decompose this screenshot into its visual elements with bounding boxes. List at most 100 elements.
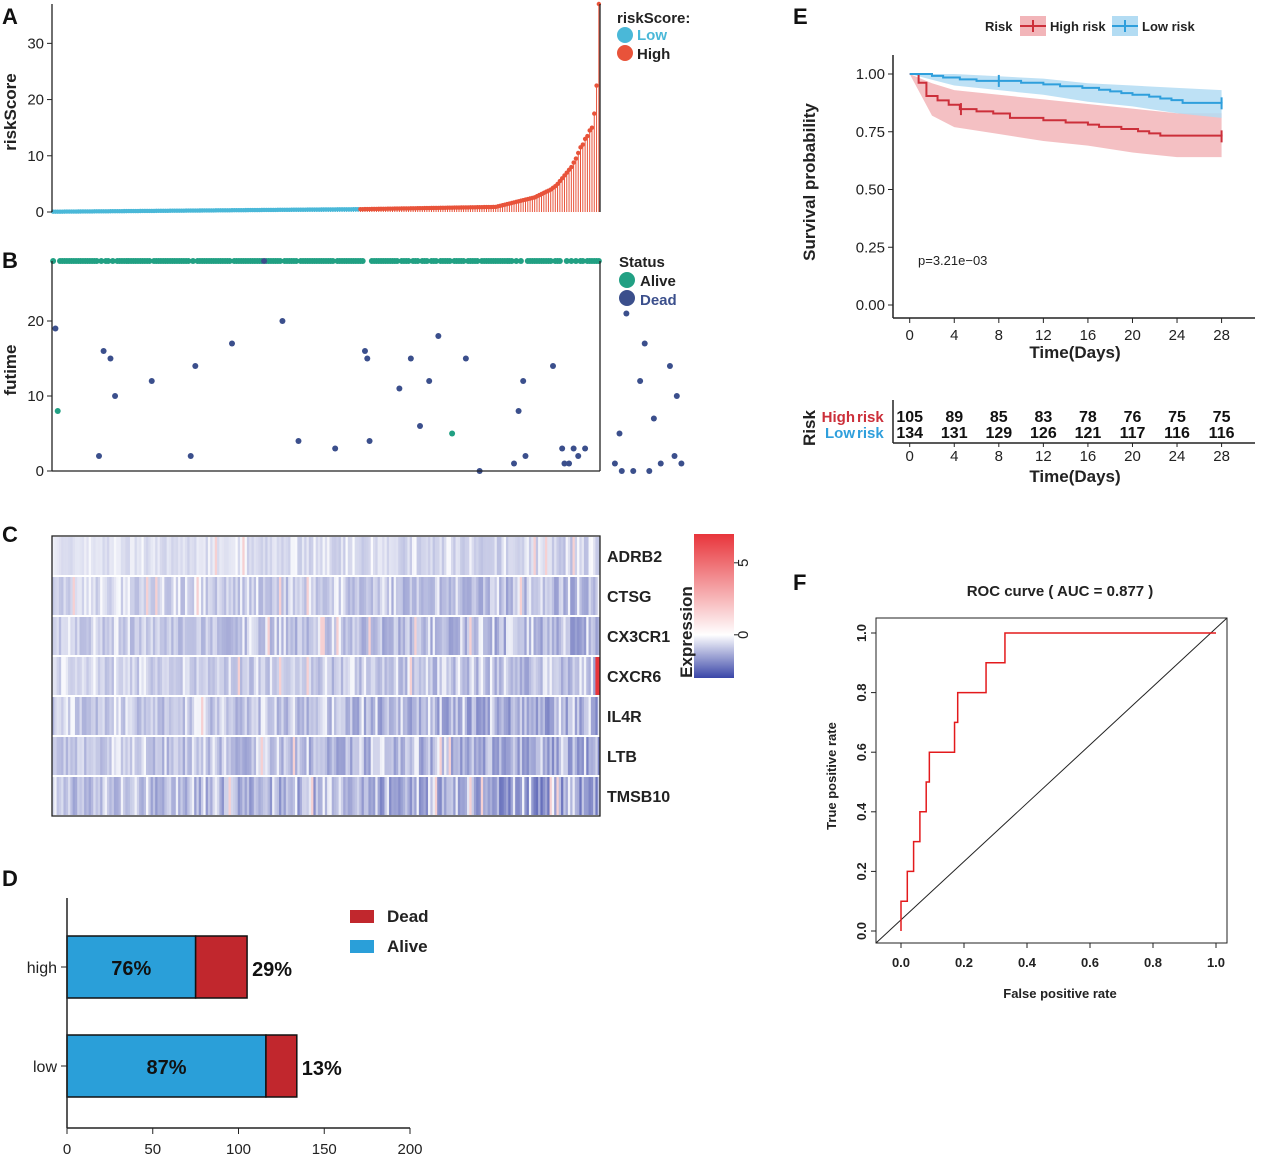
c-cell	[554, 577, 557, 615]
panel-label-e: E	[793, 4, 808, 29]
c-cell	[510, 537, 514, 575]
c-cell	[455, 657, 459, 695]
c-cell	[260, 697, 264, 735]
c-cell	[189, 537, 193, 575]
c-cell	[212, 617, 216, 655]
c-cell	[460, 657, 463, 695]
c-cell	[63, 657, 67, 695]
c-cell	[577, 577, 580, 615]
c-cell	[538, 737, 541, 775]
c-cell	[230, 777, 234, 815]
c-cell	[256, 537, 259, 575]
c-cell	[382, 697, 385, 735]
c-cell	[464, 777, 468, 815]
c-cell	[570, 777, 573, 815]
c-cell	[597, 657, 601, 695]
c-cell	[207, 777, 211, 815]
c-cell	[118, 577, 122, 615]
c-cell	[336, 737, 340, 775]
c-cell	[301, 737, 305, 775]
b-point-dead	[582, 445, 589, 452]
c-cell	[182, 537, 186, 575]
d-xtick-label: 0	[63, 1141, 71, 1158]
c-cell	[315, 537, 319, 575]
c-cell	[331, 697, 335, 735]
c-cell	[363, 617, 367, 655]
c-cell	[586, 537, 589, 575]
c-cell	[322, 697, 326, 735]
c-cell	[274, 697, 278, 735]
c-cell	[251, 577, 255, 615]
c-cell	[63, 617, 67, 655]
c-cell	[499, 737, 502, 775]
c-cell	[249, 697, 252, 735]
c-cell	[269, 537, 273, 575]
c-cell	[324, 697, 328, 735]
c-cell	[327, 697, 330, 735]
c-cell	[136, 777, 140, 815]
c-cell	[393, 537, 397, 575]
c-cell	[544, 577, 548, 615]
c-cell	[235, 697, 239, 735]
c-cell	[400, 617, 404, 655]
c-cell	[90, 537, 94, 575]
c-cell	[306, 697, 310, 735]
c-cell	[219, 617, 223, 655]
c-cell	[542, 537, 546, 575]
c-cell	[242, 737, 246, 775]
c-cell	[265, 577, 268, 615]
c-cell	[590, 617, 594, 655]
c-cell	[285, 577, 289, 615]
b-point-dead	[559, 445, 566, 452]
c-cell	[269, 657, 273, 695]
c-cell	[437, 537, 440, 575]
c-cell	[308, 537, 312, 575]
c-cell	[570, 617, 573, 655]
c-cell	[116, 737, 119, 775]
c-cell	[308, 697, 312, 735]
e-ylabel: Survival probability	[800, 103, 819, 261]
c-cell	[515, 777, 518, 815]
c-cell	[334, 537, 337, 575]
c-cell	[389, 737, 392, 775]
c-cell	[77, 577, 80, 615]
c-cell	[343, 697, 346, 735]
c-cell	[457, 657, 461, 695]
c-cell	[129, 537, 133, 575]
c-cell	[223, 617, 227, 655]
c-cell	[384, 537, 388, 575]
c-cell	[494, 657, 498, 695]
c-cell	[162, 657, 165, 695]
c-cell	[558, 697, 562, 735]
c-cell	[347, 777, 351, 815]
c-cell	[574, 657, 578, 695]
c-cell	[109, 537, 113, 575]
c-cell	[522, 537, 525, 575]
c-cell	[320, 577, 323, 615]
c-cell	[129, 657, 133, 695]
c-cell	[288, 577, 291, 615]
c-cell	[462, 697, 466, 735]
c-cell	[590, 537, 594, 575]
c-cell	[157, 657, 161, 695]
c-cell	[593, 537, 596, 575]
b-point-alive	[277, 258, 284, 264]
d-inner-label: 87%	[146, 1057, 186, 1079]
c-cell	[104, 537, 108, 575]
f-ytick-label: 1.0	[854, 624, 869, 642]
c-cell	[132, 577, 135, 615]
c-cell	[583, 697, 587, 735]
c-cell	[340, 617, 344, 655]
c-cell	[453, 617, 456, 655]
c-cell	[143, 657, 147, 695]
c-cell	[214, 617, 218, 655]
c-cell	[246, 577, 250, 615]
c-cell	[524, 697, 528, 735]
c-cell	[421, 617, 424, 655]
c-cell	[281, 697, 284, 735]
c-cell	[283, 657, 287, 695]
c-cell	[178, 697, 181, 735]
c-cell	[109, 777, 113, 815]
c-cell	[375, 537, 378, 575]
